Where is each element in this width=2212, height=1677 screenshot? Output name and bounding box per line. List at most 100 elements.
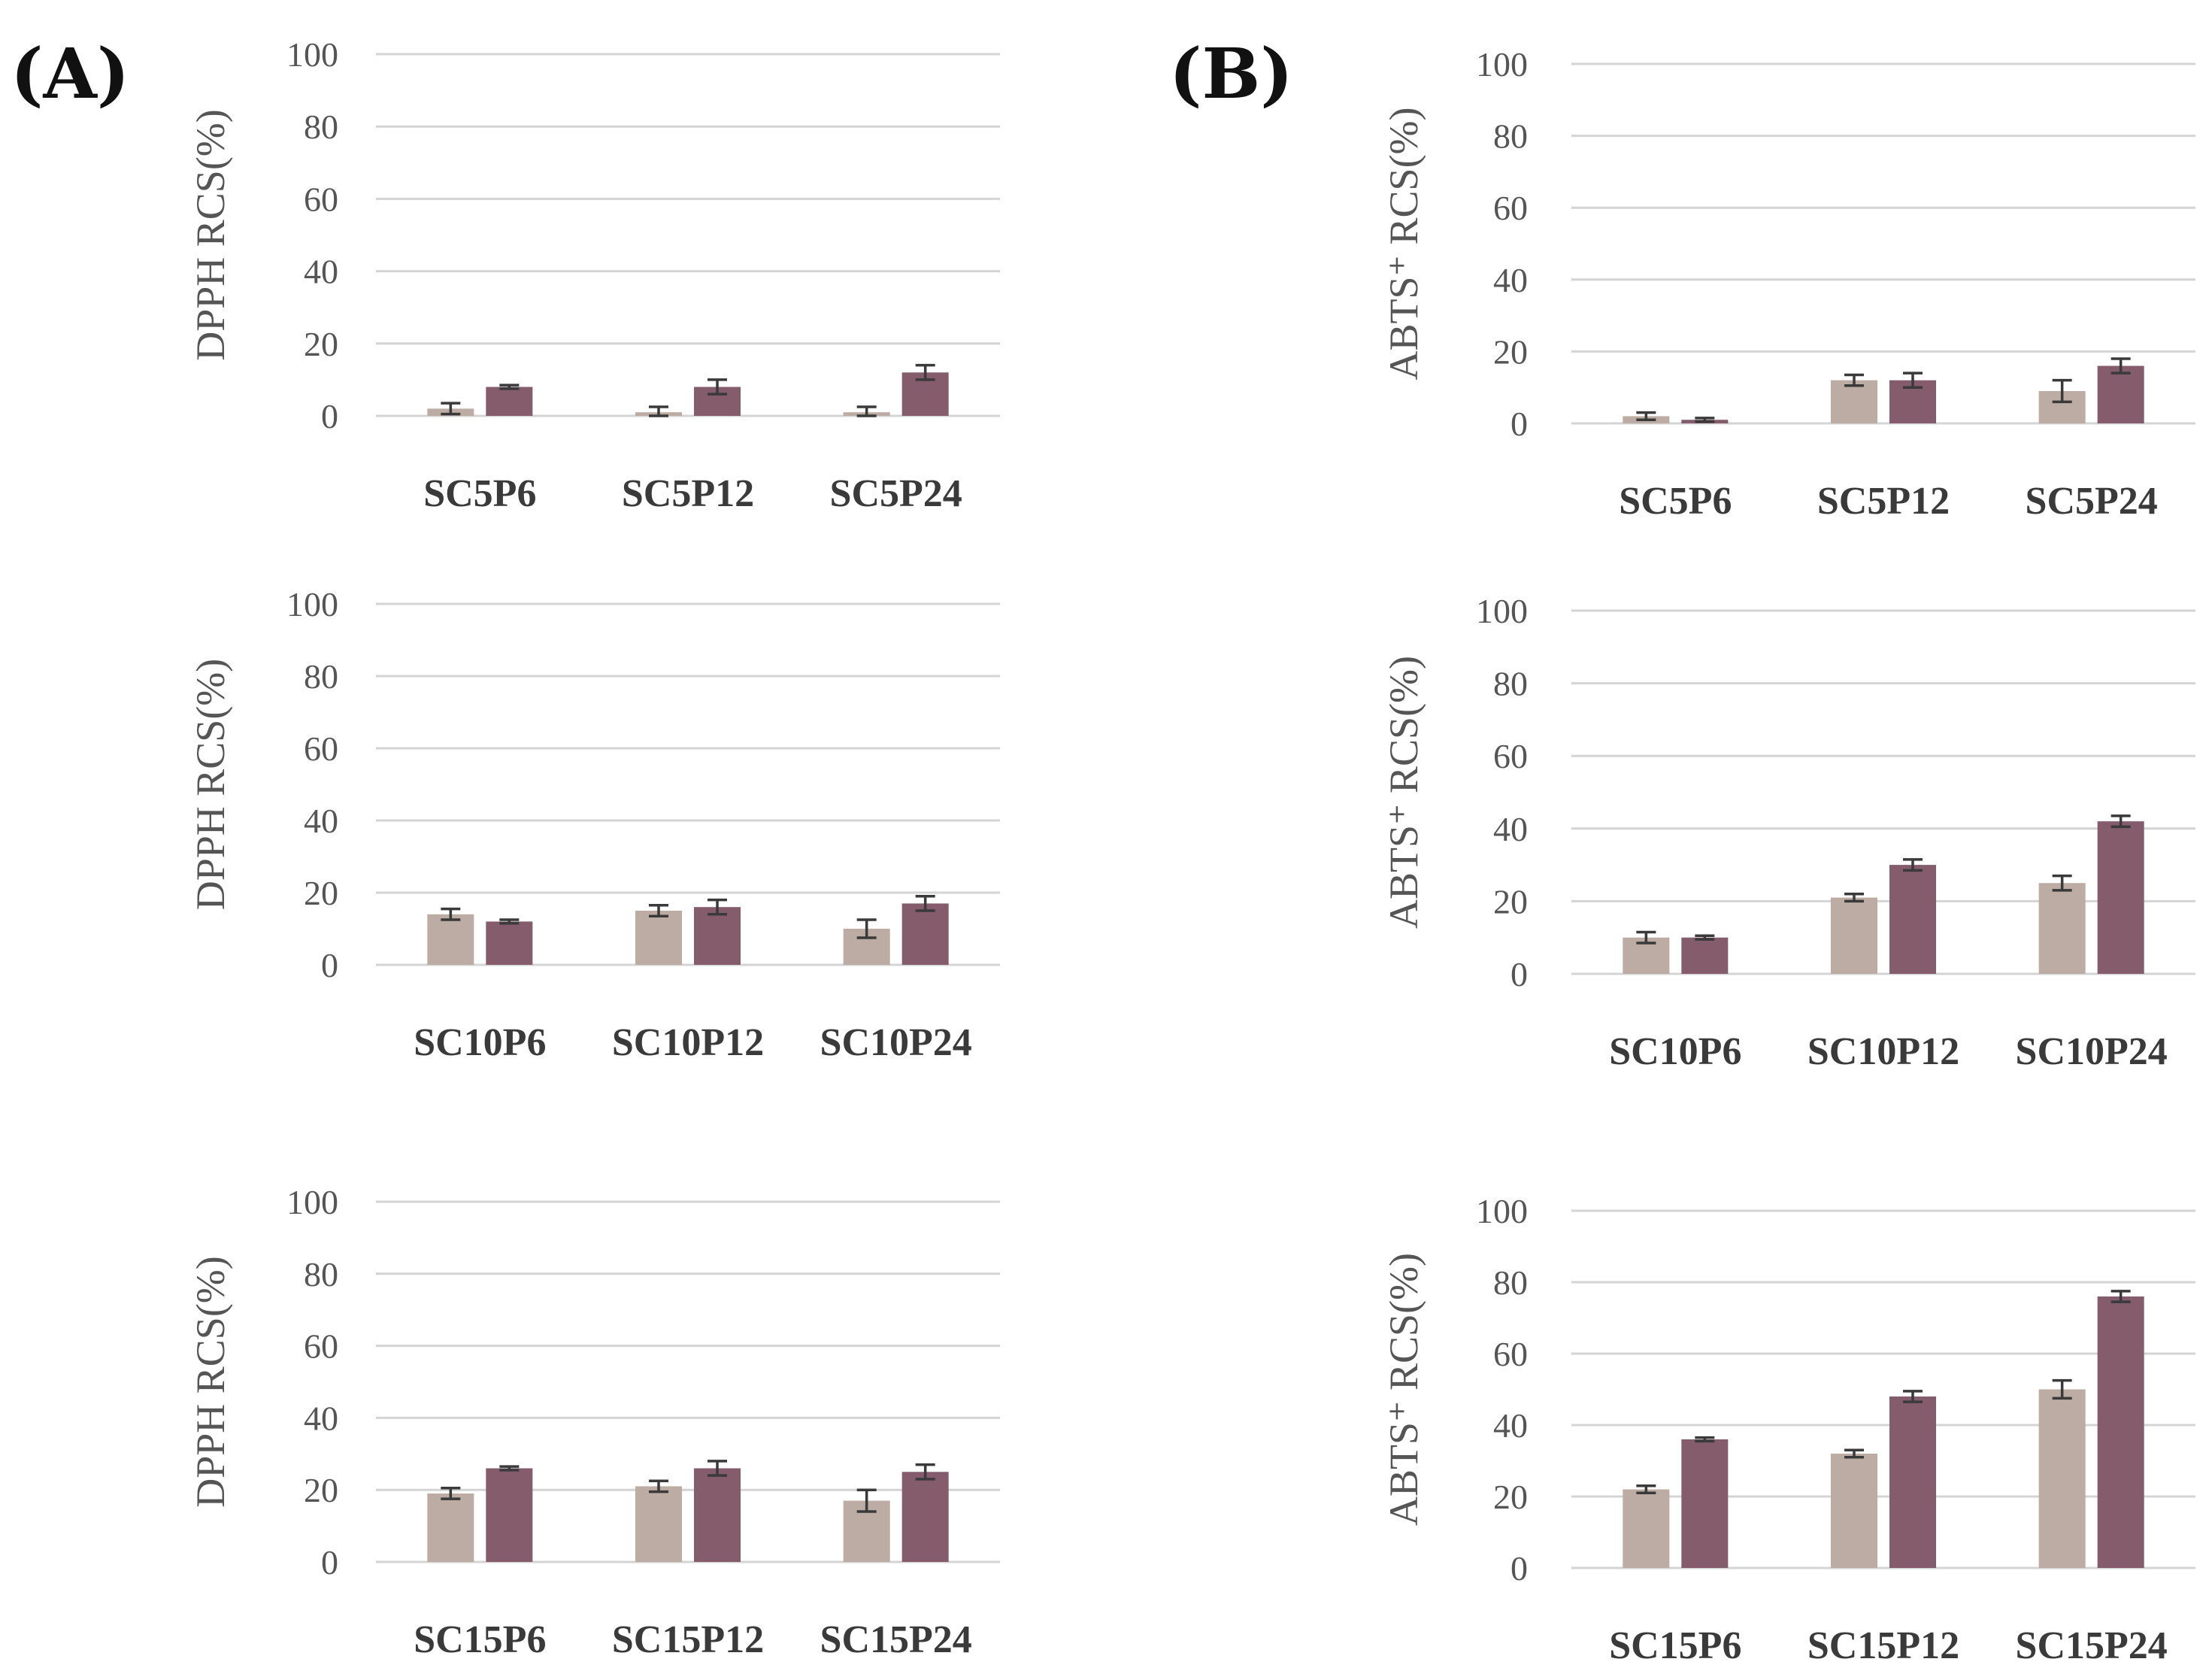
bar-SC5P6-series-2 — [486, 387, 533, 416]
error-bar — [708, 898, 727, 916]
y-tick-label: 0 — [1511, 955, 1528, 993]
chart-4: 0 20 40 60 80 100 ABTS⁺ RCS(%) SC5P6 SC5P12 SC5P2… — [1381, 45, 2195, 523]
error-bar — [2110, 814, 2131, 829]
x-category-label: SC15P12 — [612, 1618, 764, 1661]
bar-SC5P12-series-1 — [1831, 380, 1877, 423]
x-category-label: SC5P6 — [423, 472, 536, 515]
y-tick-label: 0 — [321, 1543, 338, 1581]
y-tick-label: 20 — [304, 1471, 338, 1509]
bar-SC15P12-series-2 — [1889, 1396, 1936, 1568]
error-bar — [499, 384, 520, 390]
error-bar — [499, 918, 520, 925]
error-bar — [1636, 411, 1656, 421]
bar-SC10P12-series-2 — [694, 907, 741, 965]
y-tick-label: 60 — [304, 1327, 338, 1366]
y-tick-label: 0 — [321, 946, 338, 984]
bar-SC10P12-series-2 — [1889, 865, 1936, 974]
y-axis-title: DPPH RCS(%) — [188, 659, 233, 911]
y-tick-label: 60 — [1493, 737, 1528, 775]
error-bar — [2110, 1290, 2131, 1303]
x-category-label: SC10P24 — [820, 1021, 972, 1064]
error-bar — [649, 1479, 668, 1494]
bar-SC10P24-series-1 — [2038, 883, 2086, 974]
error-bar — [2052, 874, 2072, 892]
charts-group: 0 20 40 60 80 100 DPPH RCS(%) SC5P6 SC5P12 SC5P24… — [188, 35, 2195, 1667]
y-tick-label: 80 — [1493, 1263, 1528, 1302]
x-category-label: SC15P24 — [820, 1618, 972, 1661]
error-bar — [856, 1488, 877, 1513]
error-bar — [1844, 892, 1864, 903]
x-category-label: SC5P12 — [622, 472, 754, 515]
y-axis-title: DPPH RCS(%) — [188, 109, 233, 361]
bar-SC10P6-series-2 — [1681, 937, 1729, 974]
y-tick-label: 20 — [1493, 882, 1528, 920]
y-tick-label: 80 — [304, 108, 338, 146]
y-axis-title: ABTS⁺ RCS(%) — [1381, 656, 1426, 929]
y-tick-label: 0 — [1511, 1549, 1528, 1588]
error-bar — [1903, 371, 1923, 389]
error-bar — [1903, 1390, 1923, 1403]
bar-SC15P24-series-1 — [2038, 1389, 2086, 1568]
y-axis-title: ABTS⁺ RCS(%) — [1381, 107, 1426, 380]
y-tick-label: 80 — [1493, 117, 1528, 156]
bar-SC10P12-series-1 — [1831, 897, 1877, 974]
error-bar — [2052, 1378, 2072, 1400]
error-bar — [649, 405, 668, 417]
y-tick-label: 20 — [1493, 332, 1528, 371]
y-tick-label: 40 — [1493, 810, 1528, 848]
error-bar — [1903, 858, 1923, 872]
error-bar — [1844, 1448, 1864, 1459]
y-tick-label: 20 — [304, 874, 338, 912]
x-category-label: SC5P24 — [830, 472, 962, 515]
chart-5: 0 20 40 60 80 100 ABTS⁺ RCS(%) SC10P6 SC10P12 SC1… — [1381, 592, 2195, 1073]
bar-SC5P24-series-2 — [2097, 365, 2144, 423]
bar-SC15P12-series-1 — [635, 1486, 682, 1562]
y-tick-label: 40 — [304, 1399, 338, 1437]
x-category-label: SC15P12 — [1807, 1624, 1959, 1667]
y-tick-label: 80 — [1493, 665, 1528, 703]
error-bar — [708, 1460, 727, 1477]
bar-SC10P6-series-1 — [427, 914, 474, 965]
y-tick-label: 0 — [321, 397, 338, 435]
bar-SC10P12-series-1 — [635, 911, 682, 965]
bar-SC15P24-series-2 — [2097, 1296, 2144, 1568]
error-bar — [915, 363, 935, 381]
error-bar — [441, 1487, 461, 1500]
y-tick-label: 80 — [304, 1255, 338, 1293]
y-axis-title: DPPH RCS(%) — [188, 1256, 233, 1508]
y-tick-label: 40 — [304, 253, 338, 291]
y-tick-label: 20 — [304, 325, 338, 363]
error-bar — [1844, 373, 1864, 387]
error-bar — [856, 405, 877, 417]
error-bar — [1695, 934, 1715, 941]
chart-3: 0 20 40 60 80 100 DPPH RCS(%) SC15P6 SC15P12 SC15… — [188, 1183, 1000, 1661]
y-tick-label: 100 — [286, 1183, 338, 1221]
x-category-label: SC5P24 — [2026, 480, 2158, 523]
error-bar — [1695, 417, 1715, 423]
error-bar — [441, 907, 461, 921]
y-tick-label: 0 — [1511, 405, 1528, 443]
bar-SC10P24-series-2 — [901, 903, 949, 965]
x-category-label: SC5P6 — [1619, 480, 1732, 523]
y-tick-label: 100 — [286, 585, 338, 623]
x-category-label: SC15P6 — [414, 1618, 546, 1661]
error-bar — [2052, 378, 2072, 404]
panel-label-b: (B) — [1169, 33, 1293, 114]
error-bar — [1695, 1436, 1715, 1443]
bar-SC15P6-series-2 — [1681, 1439, 1729, 1568]
y-tick-label: 60 — [1493, 1335, 1528, 1373]
error-bar — [499, 1465, 520, 1472]
x-category-label: SC15P6 — [1609, 1624, 1741, 1667]
y-tick-label: 40 — [1493, 261, 1528, 299]
x-category-label: SC10P6 — [1609, 1030, 1741, 1073]
x-category-label: SC10P12 — [612, 1021, 764, 1064]
error-bar — [915, 895, 935, 912]
y-tick-label: 100 — [286, 35, 338, 74]
x-category-label: SC10P6 — [414, 1021, 546, 1064]
panel-label-a: (A) — [11, 33, 129, 114]
error-bar — [856, 918, 877, 939]
error-bar — [2110, 357, 2131, 375]
bar-SC15P6-series-2 — [486, 1468, 533, 1562]
y-tick-label: 100 — [1476, 45, 1528, 83]
